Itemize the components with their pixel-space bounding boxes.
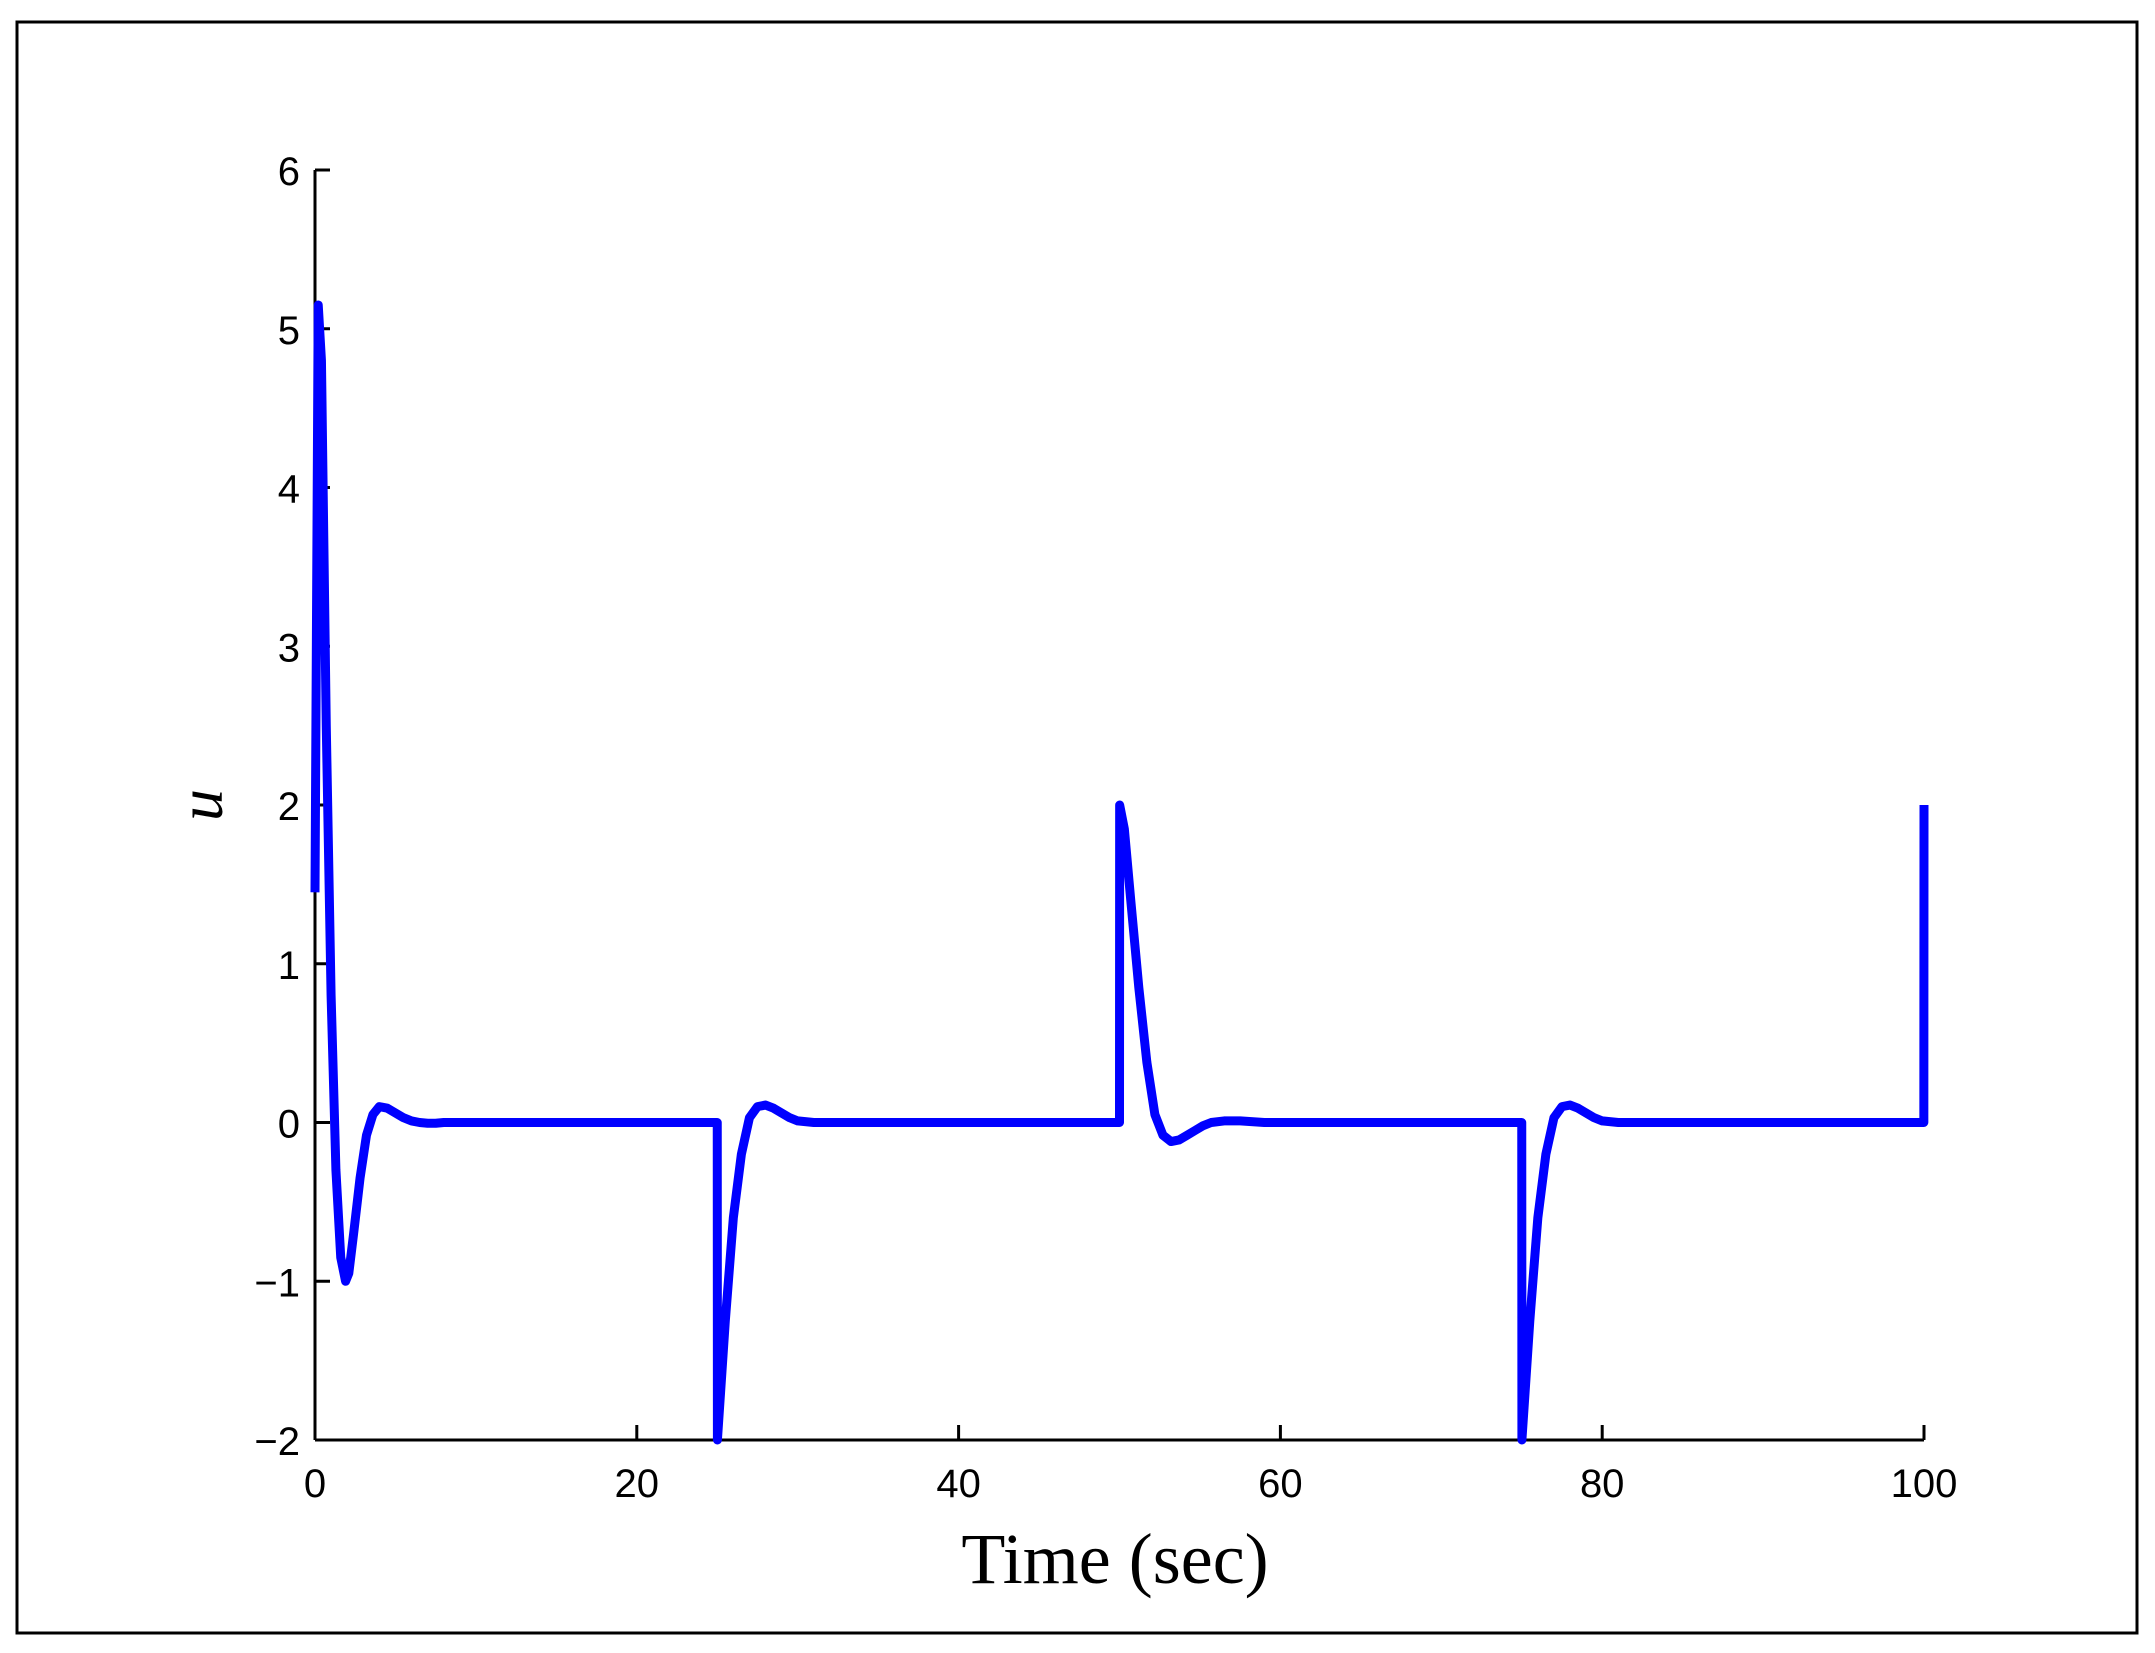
y-axis-title: u — [165, 789, 236, 821]
y-tick-label: 6 — [278, 150, 300, 194]
y-tick-label: 2 — [278, 785, 300, 829]
y-tick-label: 1 — [278, 944, 300, 988]
figure-border — [15, 20, 2139, 1635]
y-tick-label: 3 — [278, 626, 300, 670]
series-line-1 — [310, 300, 1929, 1445]
x-tick-label: 0 — [304, 1462, 326, 1506]
y-tick-label: 5 — [278, 309, 300, 353]
y-tick-label: 4 — [278, 468, 300, 512]
x-tick-label: 40 — [936, 1462, 981, 1506]
y-tick-label: −1 — [254, 1261, 300, 1305]
x-tick-label: 100 — [1891, 1462, 1958, 1506]
series-group — [310, 300, 1929, 1445]
x-tick-label: 20 — [615, 1462, 660, 1506]
x-tick-label: 80 — [1580, 1462, 1625, 1506]
x-axis-title: Time (sec) — [961, 1519, 1268, 1599]
x-ticks: 0 20 40 60 80 100 — [304, 1425, 1958, 1506]
y-tick-label: −2 — [254, 1420, 300, 1464]
y-tick-label: 0 — [278, 1103, 300, 1147]
x-tick-label: 60 — [1258, 1462, 1303, 1506]
